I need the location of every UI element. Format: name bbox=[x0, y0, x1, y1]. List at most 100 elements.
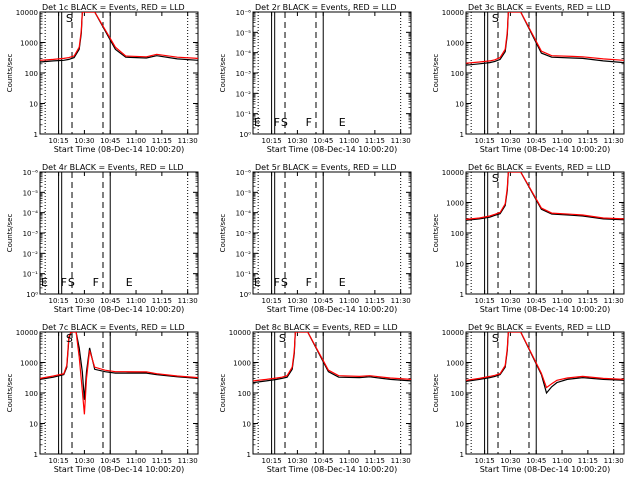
x-tick-label: 11:30 bbox=[604, 137, 624, 145]
marker-letter-top: S bbox=[492, 12, 499, 25]
marker-letter: E bbox=[41, 276, 48, 289]
x-tick-label: 10:15 bbox=[474, 297, 494, 305]
x-tick-label: 10:45 bbox=[100, 297, 120, 305]
panel-det-3: Det 3c BLACK = Events, RED = LLD 10:15 10:… bbox=[432, 3, 625, 154]
y-tick-label: 1 bbox=[34, 131, 38, 139]
x-axis-label: Start Time (08-Dec-14 10:00:20) bbox=[54, 465, 185, 474]
y-tick-label: 1 bbox=[34, 451, 38, 459]
marker-letter: E bbox=[339, 276, 346, 289]
x-axis-label: Start Time (08-Dec-14 10:00:20) bbox=[480, 145, 611, 154]
series-lld-line bbox=[40, 332, 198, 415]
x-tick-label: 11:15 bbox=[578, 137, 598, 145]
x-tick-label: 11:15 bbox=[365, 137, 385, 145]
x-axis-label: Start Time (08-Dec-14 10:00:20) bbox=[480, 305, 611, 314]
y-tick-label: 10⁻⁵ bbox=[23, 189, 39, 197]
x-tick-label: 10:15 bbox=[48, 297, 68, 305]
y-tick-label: 10 bbox=[455, 261, 464, 269]
x-tick-label: 11:15 bbox=[152, 457, 172, 465]
x-tick-label: 11:15 bbox=[578, 297, 598, 305]
y-tick-label: 1 bbox=[460, 291, 464, 299]
x-tick-label: 10:15 bbox=[261, 137, 281, 145]
x-axis-label: Start Time (08-Dec-14 10:00:20) bbox=[267, 145, 398, 154]
x-tick-label: 10:30 bbox=[287, 457, 307, 465]
x-tick-label: 10:15 bbox=[261, 457, 281, 465]
x-axis-label: Start Time (08-Dec-14 10:00:20) bbox=[267, 465, 398, 474]
y-tick-label: 100 bbox=[451, 70, 464, 78]
marker-letter: S bbox=[281, 116, 288, 129]
marker-letter-top: S bbox=[492, 332, 499, 345]
x-tick-label: 11:00 bbox=[339, 297, 359, 305]
panel-det-6: Det 6c BLACK = Events, RED = LLD 10:15 10:… bbox=[432, 163, 625, 314]
y-tick-label: 1 bbox=[247, 451, 251, 459]
y-tick-label: 10 bbox=[455, 421, 464, 429]
x-tick-label: 10:30 bbox=[287, 297, 307, 305]
y-tick-label: 10⁻⁴ bbox=[236, 210, 252, 218]
plot-frame bbox=[465, 331, 625, 455]
panel-title: Det 2r BLACK = Events, RED = LLD bbox=[255, 3, 397, 12]
y-tick-label: 1 bbox=[460, 451, 464, 459]
y-tick-label: 10 bbox=[29, 101, 38, 109]
x-tick-label: 11:00 bbox=[552, 297, 572, 305]
y-tick-label: 10 bbox=[29, 421, 38, 429]
x-tick-label: 10:30 bbox=[500, 297, 520, 305]
panel-det-2: Det 2r BLACK = Events, RED = LLD 10:15 10:… bbox=[219, 3, 412, 154]
series-lld-line bbox=[466, 12, 624, 64]
panel-title: Det 8c BLACK = Events, RED = LLD bbox=[255, 323, 398, 332]
y-axis-label: Counts/sec bbox=[432, 214, 440, 253]
y-tick-label: 10⁻⁵ bbox=[236, 29, 252, 37]
marker-letter: S bbox=[281, 276, 288, 289]
marker-letter: E bbox=[254, 276, 261, 289]
y-axis-label: Counts/sec bbox=[219, 54, 227, 93]
y-axis-label: Counts/sec bbox=[6, 374, 14, 413]
panel-title: Det 7c BLACK = Events, RED = LLD bbox=[42, 323, 185, 332]
x-tick-label: 11:15 bbox=[152, 137, 172, 145]
y-tick-label: 10⁻² bbox=[23, 250, 39, 258]
y-tick-label: 1000 bbox=[446, 360, 464, 368]
y-tick-label: 100 bbox=[451, 230, 464, 238]
series-events-line bbox=[40, 332, 198, 400]
y-tick-label: 10⁻² bbox=[236, 90, 252, 98]
series-lld-line bbox=[466, 172, 624, 220]
y-tick-label: 10⁰ bbox=[239, 131, 251, 139]
y-tick-label: 10⁻⁶ bbox=[236, 9, 252, 17]
y-tick-label: 10⁻³ bbox=[236, 230, 252, 238]
marker-letter: S bbox=[68, 276, 75, 289]
x-tick-label: 11:00 bbox=[126, 297, 146, 305]
marker-letter: F bbox=[61, 276, 67, 289]
x-tick-label: 11:00 bbox=[126, 457, 146, 465]
plot-frame bbox=[465, 171, 625, 295]
x-axis-label: Start Time (08-Dec-14 10:00:20) bbox=[480, 465, 611, 474]
panel-det-1: Det 1c BLACK = Events, RED = LLD 10:15 10:… bbox=[6, 3, 199, 154]
y-tick-label: 100 bbox=[451, 390, 464, 398]
y-tick-label: 10 bbox=[455, 101, 464, 109]
x-tick-label: 11:15 bbox=[365, 457, 385, 465]
panel-title: Det 3c BLACK = Events, RED = LLD bbox=[468, 3, 611, 12]
y-tick-label: 10⁻³ bbox=[23, 230, 39, 238]
marker-letter: F bbox=[306, 276, 312, 289]
y-tick-label: 10⁻⁶ bbox=[23, 169, 39, 177]
x-tick-label: 11:00 bbox=[126, 137, 146, 145]
x-tick-label: 11:30 bbox=[604, 457, 624, 465]
y-tick-label: 10⁰ bbox=[239, 291, 251, 299]
x-tick-label: 10:15 bbox=[48, 137, 68, 145]
x-tick-label: 10:30 bbox=[500, 137, 520, 145]
x-tick-label: 11:00 bbox=[552, 137, 572, 145]
y-tick-label: 1 bbox=[460, 131, 464, 139]
x-tick-label: 11:15 bbox=[152, 297, 172, 305]
y-tick-label: 10⁻² bbox=[236, 250, 252, 258]
y-tick-label: 100 bbox=[238, 390, 251, 398]
y-tick-label: 1000 bbox=[446, 200, 464, 208]
series-events-line bbox=[466, 172, 624, 221]
x-tick-label: 10:30 bbox=[74, 137, 94, 145]
y-tick-label: 100 bbox=[25, 390, 38, 398]
panel-det-9: Det 9c BLACK = Events, RED = LLD 10:15 10:… bbox=[432, 323, 625, 474]
panel-title: Det 5r BLACK = Events, RED = LLD bbox=[255, 163, 397, 172]
y-tick-label: 10000 bbox=[442, 329, 464, 337]
y-axis-label: Counts/sec bbox=[432, 374, 440, 413]
x-tick-label: 11:30 bbox=[178, 457, 198, 465]
y-tick-label: 10000 bbox=[229, 329, 251, 337]
marker-letter: F bbox=[274, 276, 280, 289]
panel-det-7: Det 7c BLACK = Events, RED = LLD 10:15 10:… bbox=[6, 323, 199, 474]
y-axis-label: Counts/sec bbox=[432, 54, 440, 93]
x-tick-label: 10:45 bbox=[526, 137, 546, 145]
